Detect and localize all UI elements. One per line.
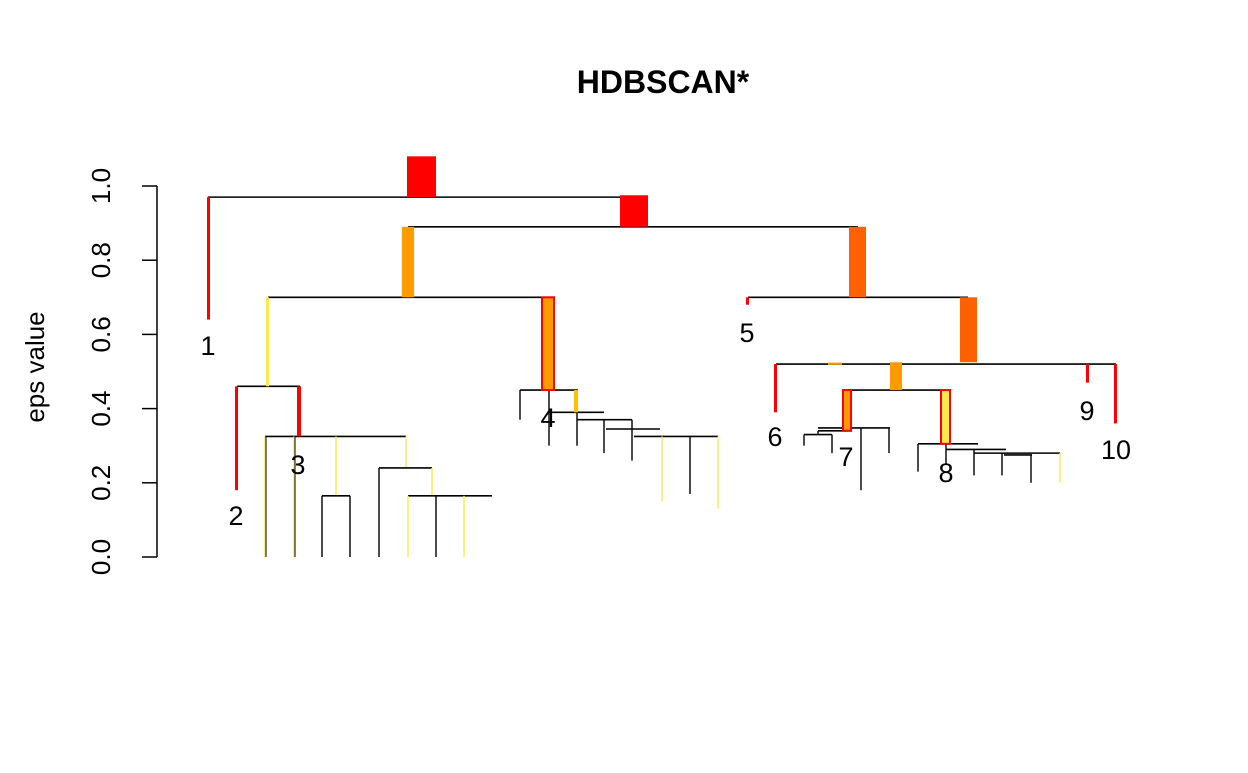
stability-bar xyxy=(235,386,238,491)
stability-bar xyxy=(574,390,578,413)
cluster-label: 5 xyxy=(739,318,754,348)
cluster-label: 4 xyxy=(540,403,555,433)
y-tick-label: 0.2 xyxy=(86,465,116,501)
cluster-label: 7 xyxy=(838,442,853,472)
y-axis-label: eps value xyxy=(20,311,50,422)
stability-bar xyxy=(266,297,269,387)
y-tick-label: 1.0 xyxy=(86,168,116,204)
cluster-label: 8 xyxy=(938,458,953,488)
y-tick-label: 0.0 xyxy=(86,539,116,575)
y-tick-label: 0.8 xyxy=(86,242,116,278)
cluster-label: 2 xyxy=(228,501,243,531)
stability-bar xyxy=(297,386,301,437)
stability-bar xyxy=(1086,364,1089,383)
stability-bar xyxy=(746,297,749,305)
cluster-label: 6 xyxy=(767,422,782,452)
y-axis: 0.0 0.2 0.4 0.6 0.8 1.0 xyxy=(86,168,158,575)
tree-segments xyxy=(208,196,1116,557)
stability-bars xyxy=(207,156,1117,491)
cluster-label: 9 xyxy=(1079,396,1094,426)
stability-bar xyxy=(207,197,210,320)
stability-bar xyxy=(849,226,866,298)
stability-bar xyxy=(774,364,777,413)
stability-bar xyxy=(960,297,977,363)
stability-bar xyxy=(407,156,436,198)
cluster-label: 3 xyxy=(290,450,305,480)
y-tick-label: 0.4 xyxy=(86,391,116,427)
stability-bar xyxy=(842,389,852,432)
y-tick-label: 0.6 xyxy=(86,316,116,352)
stability-bar xyxy=(940,389,951,445)
stability-bar xyxy=(890,362,902,391)
stability-bar xyxy=(620,195,648,227)
stability-bar xyxy=(541,296,555,392)
cluster-label: 1 xyxy=(200,331,215,361)
cluster-label: 10 xyxy=(1101,435,1131,465)
chart-title: HDBSCAN* xyxy=(577,64,750,100)
stability-bar xyxy=(402,226,414,298)
stability-bar xyxy=(828,362,842,365)
cluster-labels: 1 2 3 4 5 6 7 8 910 xyxy=(200,318,1131,531)
stability-bar xyxy=(1114,364,1117,424)
